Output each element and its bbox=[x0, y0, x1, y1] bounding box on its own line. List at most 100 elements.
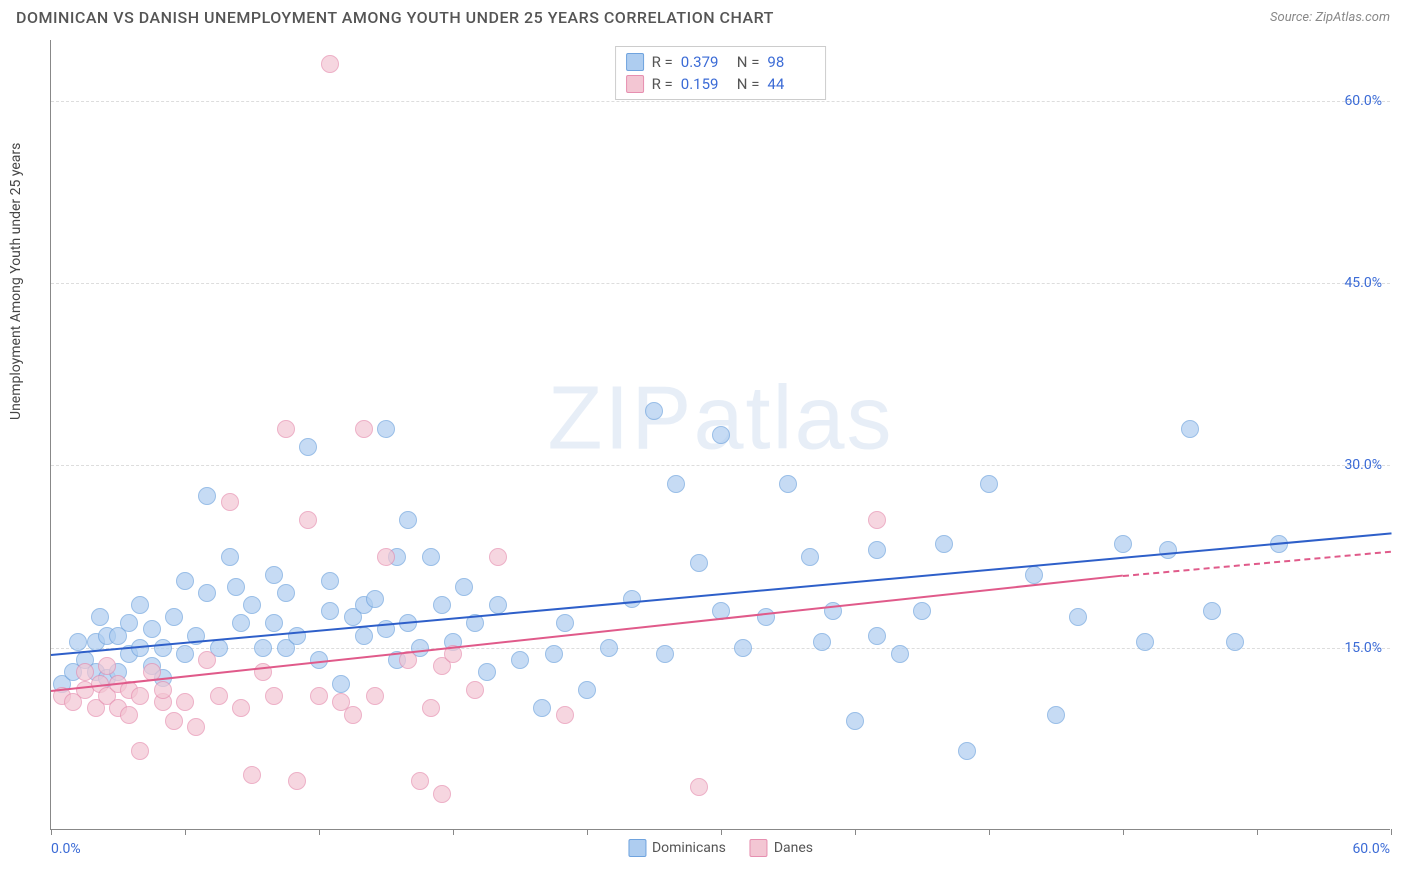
scatter-point bbox=[355, 420, 373, 438]
gridline bbox=[51, 465, 1390, 466]
scatter-point bbox=[1025, 566, 1043, 584]
scatter-point bbox=[165, 712, 183, 730]
scatter-point bbox=[232, 614, 250, 632]
scatter-point bbox=[210, 687, 228, 705]
x-tick bbox=[1391, 829, 1392, 835]
scatter-point bbox=[667, 475, 685, 493]
scatter-point bbox=[478, 663, 496, 681]
scatter-point bbox=[377, 420, 395, 438]
scatter-point bbox=[154, 681, 172, 699]
stat-n-label: N = bbox=[737, 53, 760, 71]
stat-n-value-dominicans: 98 bbox=[767, 53, 815, 71]
x-tick bbox=[989, 829, 990, 835]
scatter-point bbox=[1203, 602, 1221, 620]
y-tick-label: 15.0% bbox=[1344, 640, 1382, 656]
scatter-point bbox=[221, 548, 239, 566]
scatter-point bbox=[227, 578, 245, 596]
y-tick-label: 45.0% bbox=[1344, 275, 1382, 291]
legend-label-dominicans: Dominicans bbox=[652, 840, 726, 856]
scatter-point bbox=[813, 633, 831, 651]
scatter-point bbox=[154, 639, 172, 657]
scatter-point bbox=[734, 639, 752, 657]
gridline bbox=[51, 648, 1390, 649]
x-tick bbox=[453, 829, 454, 835]
scatter-point bbox=[958, 742, 976, 760]
stat-r-value-danes: 0.159 bbox=[681, 75, 729, 93]
scatter-point bbox=[690, 778, 708, 796]
scatter-point bbox=[176, 693, 194, 711]
swatch-danes bbox=[626, 75, 644, 93]
scatter-point bbox=[98, 657, 116, 675]
scatter-point bbox=[176, 572, 194, 590]
stat-r-label: R = bbox=[652, 75, 673, 93]
x-tick bbox=[319, 829, 320, 835]
scatter-point bbox=[556, 706, 574, 724]
scatter-point bbox=[131, 687, 149, 705]
stats-box: R = 0.379 N = 98 R = 0.159 N = 44 bbox=[615, 46, 827, 100]
scatter-point bbox=[1181, 420, 1199, 438]
scatter-point bbox=[422, 699, 440, 717]
scatter-point bbox=[1136, 633, 1154, 651]
scatter-point bbox=[980, 475, 998, 493]
x-tick bbox=[587, 829, 588, 835]
scatter-point bbox=[545, 645, 563, 663]
scatter-point bbox=[757, 608, 775, 626]
stat-n-value-danes: 44 bbox=[767, 75, 815, 93]
scatter-point bbox=[1159, 541, 1177, 559]
x-axis-min-label: 0.0% bbox=[51, 841, 81, 857]
scatter-point bbox=[846, 712, 864, 730]
scatter-point bbox=[433, 596, 451, 614]
y-axis-label: Unemployment Among Youth under 25 years bbox=[8, 143, 24, 420]
scatter-point bbox=[656, 645, 674, 663]
scatter-point bbox=[623, 590, 641, 608]
scatter-point bbox=[712, 426, 730, 444]
scatter-point bbox=[265, 566, 283, 584]
scatter-point bbox=[1114, 535, 1132, 553]
scatter-point bbox=[321, 572, 339, 590]
source-prefix: Source: bbox=[1270, 10, 1315, 25]
x-tick bbox=[185, 829, 186, 835]
scatter-point bbox=[232, 699, 250, 717]
stats-row-danes: R = 0.159 N = 44 bbox=[626, 73, 816, 95]
scatter-point bbox=[891, 645, 909, 663]
scatter-point bbox=[321, 55, 339, 73]
scatter-point bbox=[489, 548, 507, 566]
scatter-point bbox=[120, 614, 138, 632]
scatter-point bbox=[399, 511, 417, 529]
scatter-point bbox=[344, 706, 362, 724]
scatter-point bbox=[131, 596, 149, 614]
scatter-point bbox=[366, 687, 384, 705]
scatter-point bbox=[801, 548, 819, 566]
scatter-point bbox=[120, 706, 138, 724]
scatter-point bbox=[868, 627, 886, 645]
scatter-point bbox=[645, 402, 663, 420]
scatter-point bbox=[1069, 608, 1087, 626]
y-tick-label: 60.0% bbox=[1344, 93, 1382, 109]
scatter-point bbox=[198, 584, 216, 602]
scatter-point bbox=[310, 687, 328, 705]
stat-r-label: R = bbox=[652, 53, 673, 71]
scatter-point bbox=[377, 548, 395, 566]
scatter-point bbox=[265, 614, 283, 632]
stats-row-dominicans: R = 0.379 N = 98 bbox=[626, 51, 816, 73]
scatter-point bbox=[288, 772, 306, 790]
x-tick bbox=[721, 829, 722, 835]
scatter-point bbox=[556, 614, 574, 632]
scatter-point bbox=[277, 584, 295, 602]
legend-swatch-dominicans bbox=[628, 839, 646, 857]
watermark-zip: ZIP bbox=[547, 368, 693, 468]
scatter-point bbox=[433, 785, 451, 803]
watermark: ZIPatlas bbox=[547, 367, 893, 470]
scatter-point bbox=[1226, 633, 1244, 651]
scatter-point bbox=[868, 511, 886, 529]
source-attribution: Source: ZipAtlas.com bbox=[1270, 10, 1390, 25]
scatter-point bbox=[221, 493, 239, 511]
gridline bbox=[51, 101, 1390, 102]
scatter-point bbox=[143, 620, 161, 638]
scatter-point bbox=[91, 608, 109, 626]
chart-title: DOMINICAN VS DANISH UNEMPLOYMENT AMONG Y… bbox=[16, 8, 774, 27]
scatter-point bbox=[69, 633, 87, 651]
scatter-point bbox=[455, 578, 473, 596]
y-tick-label: 30.0% bbox=[1344, 457, 1382, 473]
legend-label-danes: Danes bbox=[774, 840, 813, 856]
